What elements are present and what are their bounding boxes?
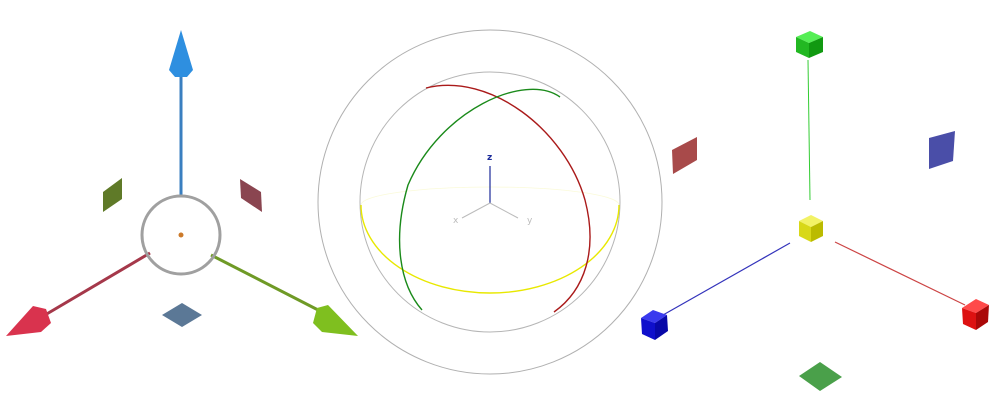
translate-center-dot: [178, 232, 184, 238]
rotate-y-ring[interactable]: [398, 88, 561, 311]
scale-z-axis-line: [662, 242, 791, 316]
scale-x-handle[interactable]: [962, 299, 989, 330]
scale-plane-yz[interactable]: [672, 137, 697, 174]
rotate-outer-ring[interactable]: [317, 29, 663, 375]
translate-x-axis-handle[interactable]: [6, 251, 151, 336]
scale-y-axis-line: [807, 59, 811, 201]
translate-x-arrow: [6, 306, 51, 336]
scale-uniform-handle[interactable]: [799, 215, 823, 242]
scale-plane-xz[interactable]: [929, 131, 955, 169]
rotate-gizmo[interactable]: z x y: [300, 0, 680, 408]
translate-center-ring[interactable]: [140, 194, 222, 276]
rotate-axis-label-x: x: [453, 216, 459, 226]
scale-z-handle[interactable]: [641, 310, 668, 340]
translate-z-arrow: [169, 30, 193, 77]
translate-plane-xy[interactable]: [162, 303, 202, 327]
scale-y-handle[interactable]: [796, 31, 823, 58]
scale-plane-xy[interactable]: [799, 362, 842, 391]
translate-y-axis-handle[interactable]: [210, 253, 358, 336]
rotate-axis-label-y: y: [527, 216, 533, 226]
rotate-axis-label-z: z: [487, 153, 492, 163]
translate-gizmo[interactable]: [0, 0, 380, 408]
translate-plane-xz[interactable]: [103, 178, 122, 212]
rotate-trackball-ring[interactable]: [359, 71, 621, 333]
rotate-z-ring[interactable]: [360, 204, 620, 294]
rotate-x-ring[interactable]: [425, 84, 591, 313]
translate-z-axis-handle[interactable]: [169, 30, 193, 195]
scale-gizmo[interactable]: [620, 0, 1000, 408]
translate-y-arrow: [313, 305, 358, 336]
translate-plane-yz[interactable]: [240, 179, 262, 212]
scale-x-axis-line: [834, 241, 966, 306]
rotate-center-triad: z x y: [453, 153, 533, 226]
